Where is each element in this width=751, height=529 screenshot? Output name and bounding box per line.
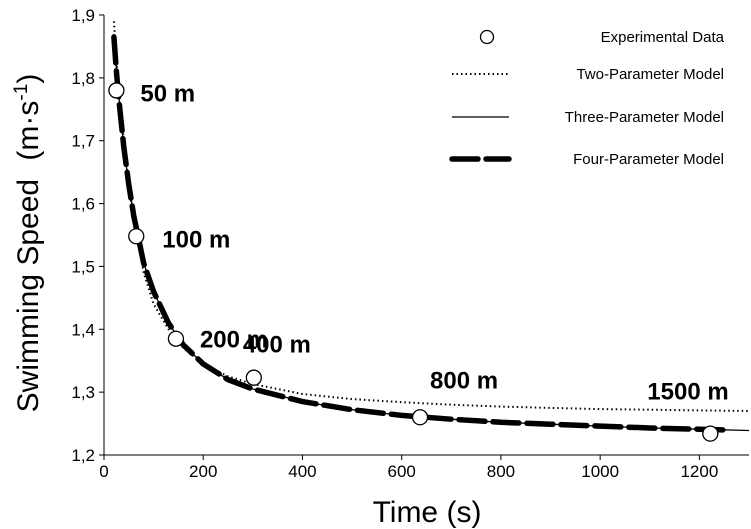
x-tick-label: 200: [189, 462, 217, 481]
distance-label: 50 m: [140, 80, 195, 107]
y-tick-label: 1,4: [71, 320, 95, 339]
three-parameter-model-line: [113, 33, 750, 432]
legend-item-four-parameter-model: Four-Parameter Model: [449, 151, 724, 168]
model-lines: [111, 21, 750, 433]
experimental-point: [245, 369, 262, 386]
y-axis-title-unit: (m·s: [12, 101, 45, 161]
y-axis-title-unit-sup: -1: [11, 84, 32, 101]
y-tick-label: 1,7: [71, 132, 95, 151]
x-tick-label: 800: [487, 462, 515, 481]
experimental-point: [167, 330, 185, 347]
x-axis-title: Time (s): [373, 496, 482, 529]
legend-label: Three-Parameter Model: [565, 109, 724, 126]
legend-marker: [479, 29, 495, 45]
experimental-points: [108, 82, 719, 442]
y-ticks: 1,2 1,3 1,4 1,5 1,6 1,7 1,8 1,9: [71, 6, 104, 465]
y-tick-label: 1,5: [71, 257, 95, 276]
y-tick-label: 1,2: [71, 446, 95, 465]
x-tick-label: 0: [99, 462, 108, 481]
distance-label: 1500 m: [647, 379, 728, 406]
distance-label: 800 m: [430, 367, 498, 394]
x-tick-label: 400: [288, 462, 316, 481]
y-axis-title: Swimming Speed (m·s-1): [11, 74, 45, 413]
distance-label: 400 m: [243, 332, 311, 359]
legend-item-experimental-data: Experimental Data: [479, 29, 725, 46]
y-axis-title-unit-close: ): [12, 74, 45, 84]
legend-label: Experimental Data: [601, 29, 725, 46]
experimental-point: [702, 425, 719, 442]
experimental-point: [411, 409, 429, 426]
x-ticks: 0 200 400 600 800 1000 1200: [99, 455, 718, 481]
x-tick-label: 1200: [680, 462, 718, 481]
y-tick-label: 1,9: [71, 6, 95, 25]
x-tick-label: 600: [388, 462, 416, 481]
axes: [103, 15, 749, 456]
distance-label: 100 m: [162, 226, 230, 253]
legend-item-two-parameter-model: Two-Parameter Model: [452, 66, 724, 83]
legend-item-three-parameter-model: Three-Parameter Model: [452, 109, 724, 126]
experimental-point: [108, 82, 125, 99]
legend-label: Two-Parameter Model: [576, 66, 724, 83]
y-axis-title-main: Swimming Speed: [12, 179, 45, 412]
y-tick-label: 1,8: [71, 69, 95, 88]
y-tick-label: 1,3: [71, 383, 95, 402]
two-parameter-model-line: [112, 21, 750, 412]
x-tick-label: 1000: [581, 462, 619, 481]
legend: Experimental Data Two-Parameter Model Thre…: [449, 29, 725, 168]
y-tick-label: 1,6: [71, 195, 95, 214]
experimental-point: [128, 228, 145, 245]
distance-label: 200 m: [200, 327, 268, 354]
legend-label: Four-Parameter Model: [573, 151, 724, 168]
